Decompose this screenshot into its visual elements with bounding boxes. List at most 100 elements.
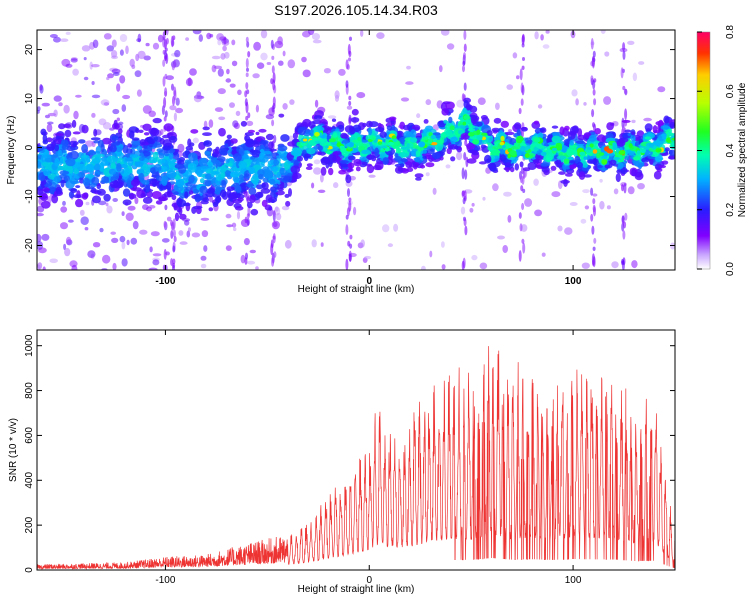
spectrogram-cell [442, 101, 451, 105]
spectrogram-cell [636, 150, 641, 155]
spectrogram-cell [272, 221, 278, 228]
spectrogram-cell [464, 225, 468, 236]
spectrogram-cell [75, 94, 82, 98]
spectrogram-cell [575, 140, 586, 144]
spectrogram-cell [224, 143, 229, 149]
spectrogram-cell [590, 75, 594, 83]
spectrogram-cell [164, 38, 168, 49]
spectrogram-cell [366, 154, 375, 160]
spectrogram-cell [637, 183, 645, 190]
spectrogram-cell [392, 138, 398, 142]
spectrogram-cell [463, 30, 467, 40]
spectrogram-cell [199, 185, 208, 194]
spectrogram-cell [271, 105, 275, 113]
spectrogram-cell [486, 130, 493, 136]
spectrogram-xtick-label: 0 [366, 276, 372, 287]
spectrogram-cell [357, 137, 362, 141]
spectrogram-cell [339, 160, 349, 164]
spectrogram-cell [231, 60, 238, 67]
spectrogram-cell [272, 210, 276, 217]
spectrogram-cell [37, 160, 42, 168]
spectrogram-cell [409, 129, 417, 139]
spectrogram-cell [72, 131, 81, 135]
spectrogram-cell [164, 73, 168, 80]
spectrogram-cell [272, 96, 276, 107]
spectrogram-cell [519, 161, 524, 168]
spectrogram-cell [68, 219, 74, 223]
spectrogram-cell [571, 89, 578, 97]
spectrogram-cell [250, 175, 260, 184]
spectrogram-cell [98, 118, 107, 126]
spectrogram-cell [569, 164, 577, 169]
spectrogram-cell [658, 164, 666, 169]
spectrogram-cell [214, 184, 221, 189]
spectrogram-cell [245, 82, 249, 90]
spectrogram-cell [302, 69, 311, 78]
spectrogram-cell [54, 144, 60, 152]
spectrogram-cell [280, 134, 290, 142]
spectrogram-cell [461, 260, 465, 270]
spectrogram-cell [41, 200, 51, 209]
spectrogram-cell [533, 137, 541, 143]
spectrogram-cell [477, 97, 486, 105]
spectrogram-cell [162, 166, 168, 172]
spectrogram-cell [521, 202, 525, 211]
spectrogram-cell [368, 174, 376, 178]
spectrogram-cell [405, 81, 414, 85]
spectrogram-cell [273, 251, 277, 258]
spectrogram-cell [192, 137, 199, 144]
spectrogram-cell [70, 58, 78, 63]
spectrogram-cell [163, 248, 167, 260]
spectrogram-cell [552, 147, 557, 151]
spectrogram-cell [306, 163, 313, 167]
spectrogram-cell [429, 250, 433, 258]
spectrogram-cell [46, 123, 53, 133]
spectrogram-cell [591, 57, 595, 69]
spectrogram-cell [214, 107, 224, 112]
spectrogram-cell [91, 112, 96, 118]
spectrogram-cell [505, 162, 512, 167]
spectrogram-cell [592, 89, 596, 96]
spectrogram-cell [466, 142, 476, 150]
spectrogram-cell [148, 110, 156, 118]
spectrogram-cell [81, 192, 88, 200]
spectrogram-cell [638, 61, 645, 65]
spectrogram-cell [463, 82, 467, 91]
spectrogram-cell [163, 116, 167, 122]
spectrogram-cell [274, 206, 279, 212]
spectrogram-cell [191, 232, 201, 238]
spectrogram-cell [624, 212, 628, 221]
spectrogram-cell [418, 141, 426, 148]
spectrogram-cell [147, 180, 156, 185]
spectrogram-cell [164, 91, 168, 97]
spectrogram-cell [463, 52, 466, 60]
spectrogram-cell [92, 242, 101, 248]
spectrogram-cell [462, 121, 467, 126]
spectrogram-cell [155, 200, 163, 205]
spectrogram-cell [57, 149, 63, 159]
spectrogram-cell [170, 230, 174, 239]
spectrogram-cell [632, 72, 638, 82]
spectrogram-cell [400, 158, 408, 163]
spectrogram-cell [543, 169, 550, 176]
spectrogram-cell [290, 165, 301, 174]
spectrogram-cell [163, 97, 167, 108]
spectrogram-cell [367, 138, 373, 142]
spectrogram-cell [256, 184, 263, 190]
spectrogram-cell [122, 167, 131, 176]
spectrogram-cell [558, 171, 566, 175]
spectrogram-cell [173, 59, 177, 69]
spectrogram-cell [130, 237, 138, 245]
spectrogram-cell [569, 139, 575, 146]
spectrogram-cell [301, 142, 306, 147]
spectrogram-cell [480, 115, 488, 120]
spectrogram-cell [206, 169, 211, 175]
spectrogram-cell [119, 34, 128, 42]
spectrogram-cell [245, 191, 249, 202]
spectrogram-cell [99, 227, 104, 233]
spectrogram-cell [565, 173, 573, 177]
spectrogram-cell [189, 68, 197, 76]
spectrogram-cell [165, 181, 172, 191]
spectrogram-cell [518, 250, 522, 262]
